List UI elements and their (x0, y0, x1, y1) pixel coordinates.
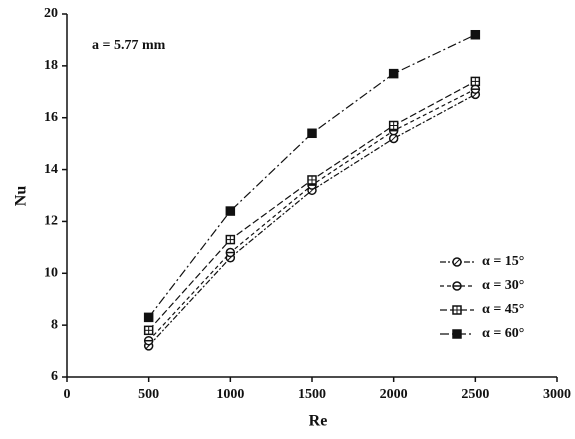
legend-label: α = 30° (482, 278, 524, 293)
marker-shape (388, 68, 399, 79)
x-axis-label: Re (309, 413, 328, 430)
marker-shape (225, 206, 236, 216)
annotation: a = 5.77 mm (92, 38, 166, 53)
marker-shape (470, 29, 481, 40)
y-tick-label: 20 (44, 6, 58, 21)
legend-label: α = 15° (482, 254, 524, 269)
x-tick-label: 1000 (216, 387, 244, 402)
legend-label: α = 60° (482, 326, 524, 341)
y-tick-label: 18 (44, 58, 58, 73)
marker (452, 281, 462, 291)
marker (470, 76, 481, 87)
x-tick-label: 2500 (461, 387, 489, 402)
x-tick-label: 0 (64, 387, 71, 402)
marker-shape (143, 312, 154, 323)
marker (307, 128, 317, 139)
marker (225, 206, 236, 216)
legend-label: α = 45° (482, 302, 524, 317)
marker (307, 175, 317, 185)
y-axis-label: Nu (13, 186, 30, 207)
marker-shape (307, 128, 317, 139)
marker (143, 325, 154, 336)
marker (388, 68, 399, 79)
y-tick-label: 16 (44, 110, 58, 125)
series-line (148, 88, 476, 342)
marker (143, 312, 154, 323)
marker (225, 247, 236, 258)
marker (470, 84, 481, 94)
x-tick-label: 500 (138, 387, 159, 402)
marker (470, 29, 481, 40)
y-tick-label: 14 (44, 162, 58, 177)
marker (452, 329, 462, 339)
marker (452, 257, 462, 267)
y-tick-label: 6 (51, 369, 58, 384)
marker (143, 335, 154, 346)
x-tick-label: 1500 (298, 387, 326, 402)
marker (225, 234, 236, 245)
marker (452, 305, 462, 315)
y-tick-label: 10 (44, 266, 58, 281)
x-tick-label: 2000 (380, 387, 408, 402)
marker-shape (452, 329, 462, 339)
marker (388, 120, 399, 131)
marker-detail (453, 258, 461, 266)
x-tick-label: 3000 (543, 387, 571, 402)
series-line (148, 93, 476, 347)
marker-detail (390, 135, 398, 142)
y-tick-label: 12 (44, 214, 58, 229)
y-tick-label: 8 (51, 317, 58, 332)
marker (388, 133, 399, 144)
